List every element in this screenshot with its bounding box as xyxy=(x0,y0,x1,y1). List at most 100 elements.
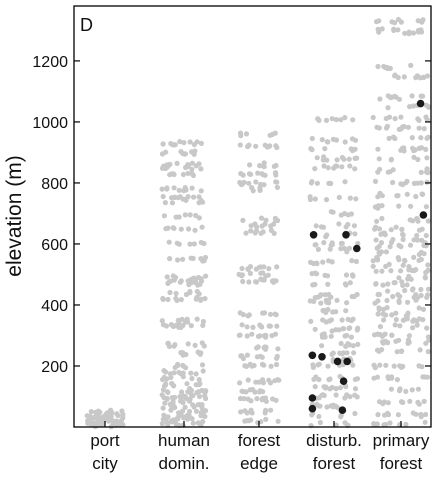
background-point xyxy=(237,380,243,386)
background-point xyxy=(185,278,191,284)
background-point xyxy=(409,135,415,141)
background-point xyxy=(414,232,420,239)
background-point xyxy=(392,93,398,99)
background-point xyxy=(198,188,204,194)
background-point xyxy=(272,170,279,176)
background-point xyxy=(418,135,424,141)
background-point xyxy=(386,135,392,141)
background-point xyxy=(312,326,318,332)
background-point xyxy=(392,116,398,122)
background-point xyxy=(262,172,268,178)
background-point xyxy=(88,409,94,415)
background-point xyxy=(410,318,416,324)
background-point xyxy=(410,218,416,224)
background-point xyxy=(400,282,406,288)
background-point xyxy=(198,278,205,284)
background-point xyxy=(393,310,399,316)
background-point xyxy=(314,180,320,186)
background-point xyxy=(380,340,386,346)
background-point xyxy=(189,416,195,422)
background-point xyxy=(184,381,190,387)
background-point xyxy=(185,170,191,176)
background-point xyxy=(404,191,410,197)
highlighted-point xyxy=(308,394,317,402)
highlighted-points-group xyxy=(308,99,428,415)
background-point xyxy=(195,349,201,355)
background-point xyxy=(244,324,250,330)
background-point xyxy=(390,179,396,186)
background-point xyxy=(425,134,431,140)
background-point xyxy=(341,326,347,332)
background-point xyxy=(339,351,345,357)
background-point xyxy=(108,409,114,415)
category-label-line2: forest xyxy=(380,454,423,473)
background-point xyxy=(423,411,429,418)
background-point xyxy=(189,166,195,172)
background-point xyxy=(186,408,193,415)
background-point xyxy=(263,332,269,338)
background-point xyxy=(351,223,357,229)
background-point xyxy=(163,369,169,375)
background-point xyxy=(342,211,348,217)
background-point xyxy=(312,384,318,390)
background-point xyxy=(172,394,178,400)
background-point xyxy=(417,75,423,81)
background-point xyxy=(313,223,319,229)
background-point xyxy=(310,282,316,288)
background-point xyxy=(243,131,250,137)
background-point xyxy=(274,179,280,185)
background-point xyxy=(423,114,429,120)
background-point xyxy=(410,30,417,36)
background-point xyxy=(384,297,390,304)
background-point xyxy=(333,309,339,315)
background-point xyxy=(248,228,254,234)
background-point xyxy=(243,363,250,369)
background-point xyxy=(321,154,327,160)
background-point xyxy=(416,125,422,131)
background-point xyxy=(174,160,180,166)
background-point xyxy=(419,19,425,25)
background-point xyxy=(321,240,327,246)
background-point xyxy=(421,126,427,132)
background-point xyxy=(261,182,267,188)
background-point xyxy=(187,139,193,145)
background-point xyxy=(325,306,331,313)
y-tick-label: 200 xyxy=(41,359,68,376)
background-point xyxy=(193,212,199,219)
background-point xyxy=(159,165,166,171)
background-point xyxy=(171,343,177,349)
background-point xyxy=(194,288,200,295)
background-point xyxy=(246,142,252,148)
background-point xyxy=(182,404,188,410)
background-point xyxy=(415,237,421,243)
background-point xyxy=(383,249,389,255)
background-point xyxy=(256,379,262,385)
background-point xyxy=(201,343,207,349)
background-point xyxy=(202,296,208,302)
background-point xyxy=(392,322,398,328)
highlighted-point xyxy=(338,406,347,415)
background-point xyxy=(179,389,185,395)
background-point xyxy=(339,240,345,246)
background-point xyxy=(388,268,394,274)
background-point xyxy=(418,93,424,99)
background-point xyxy=(169,200,176,206)
background-point xyxy=(399,231,406,237)
background-point xyxy=(399,226,405,232)
background-point xyxy=(164,186,170,192)
background-point xyxy=(250,324,256,330)
background-point xyxy=(161,213,167,219)
background-point xyxy=(171,171,177,178)
background-point xyxy=(352,166,358,172)
background-point xyxy=(330,209,336,215)
background-point xyxy=(241,396,247,402)
background-point xyxy=(258,215,265,221)
background-point xyxy=(376,306,382,312)
background-point xyxy=(355,341,361,347)
background-point xyxy=(309,412,315,418)
background-point xyxy=(421,398,427,404)
background-point xyxy=(393,316,399,323)
background-point xyxy=(415,399,421,405)
background-point xyxy=(238,409,244,415)
background-point xyxy=(201,256,207,262)
